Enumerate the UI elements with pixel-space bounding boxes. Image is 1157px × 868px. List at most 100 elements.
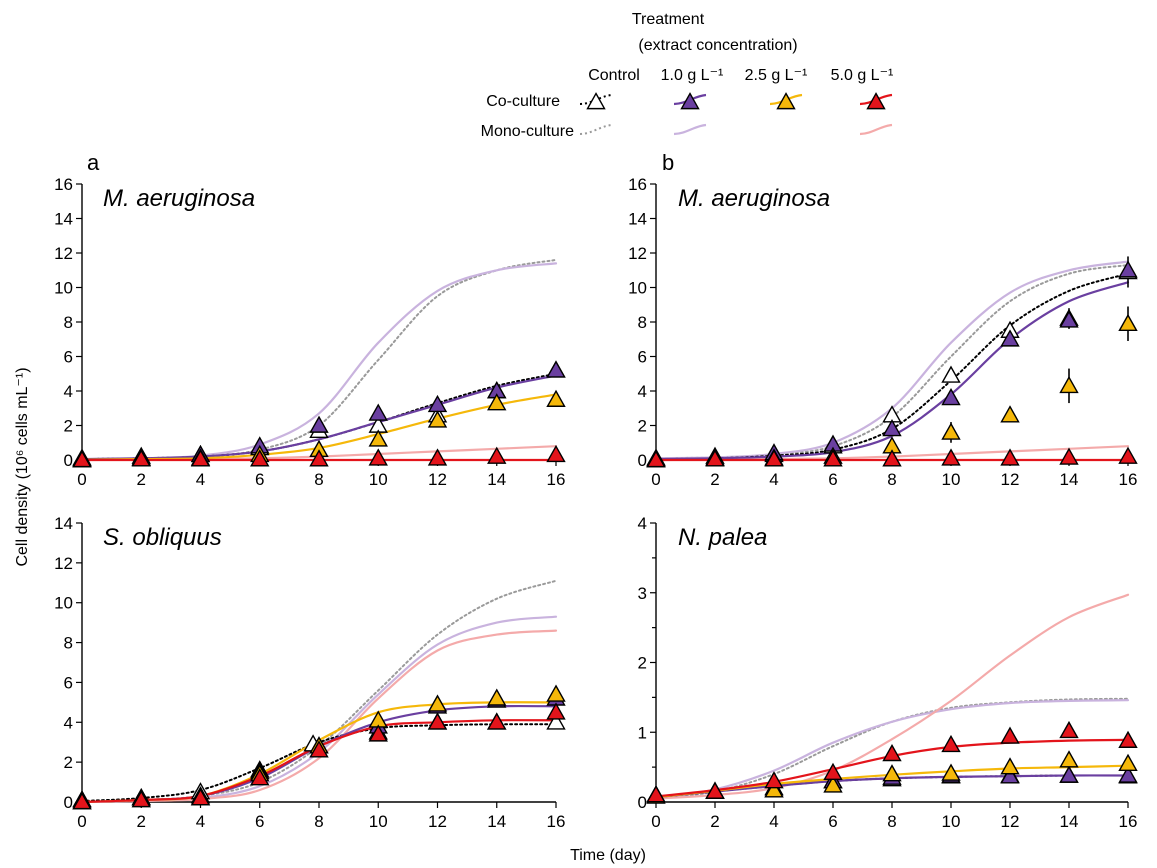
- x-tick-label: 12: [428, 470, 447, 489]
- y-tick-label: 10: [628, 279, 647, 298]
- data-point-c5: [427, 448, 448, 466]
- data-point-c1: [368, 403, 388, 421]
- data-point-c5: [882, 743, 902, 762]
- data-point-c5: [941, 734, 961, 753]
- data-point-c25: [1059, 750, 1079, 768]
- x-axis-label: Time (day): [570, 847, 646, 864]
- x-tick-label: 16: [1119, 470, 1138, 489]
- x-tick-label: 0: [651, 470, 660, 489]
- data-point-c5: [487, 446, 507, 464]
- legend-title-line2: (extract concentration): [638, 37, 797, 54]
- x-tick-label: 2: [137, 470, 146, 489]
- x-tick-label: 6: [255, 812, 264, 831]
- y-tick-label: 14: [628, 210, 647, 229]
- data-point-c1: [1118, 260, 1138, 278]
- y-tick-label: 10: [54, 594, 73, 613]
- data-point-c1: [1000, 329, 1020, 347]
- panel-s-obliquus: S. obliquus 0 2 4 6 8 10 12 14 0 2 4 6 8 10 12 14 16: [54, 514, 566, 831]
- x-tick-label: 10: [369, 812, 388, 831]
- x-tick-label: 10: [942, 812, 961, 831]
- data-point-c5: [1000, 448, 1020, 466]
- x-tick-label: 12: [428, 812, 447, 831]
- panel-b-m-aeruginosa: M. aeruginosa 0 2 4 6 8 10 12 14 16 0 2 4 6 8 10 12 14 16: [628, 175, 1138, 489]
- legend: Treatment (extract concentration) Contro…: [481, 11, 894, 140]
- data-point-c1: [1118, 765, 1138, 783]
- data-point-c5: [72, 792, 92, 810]
- x-tick-label: 8: [314, 470, 323, 489]
- x-tick-label: 0: [651, 812, 660, 831]
- data-point-c25: [368, 429, 388, 447]
- x-tick-label: 0: [77, 470, 86, 489]
- data-point-control: [546, 712, 566, 730]
- data-point-c25: [546, 684, 566, 702]
- data-point-c5: [427, 712, 448, 730]
- y-tick-label: 8: [638, 313, 647, 332]
- legend-marker-c5: [866, 92, 886, 110]
- data-point-c25: [487, 688, 507, 706]
- data-point-c5: [646, 450, 666, 468]
- y-tick-label: 4: [638, 382, 647, 401]
- data-point-c5: [309, 740, 329, 758]
- data-point-c5: [190, 788, 211, 806]
- data-point-c25: [1000, 757, 1020, 775]
- species-label: M. aeruginosa: [103, 185, 255, 212]
- curve-control-mono: [655, 264, 1129, 460]
- x-tick-label: 10: [942, 470, 961, 489]
- x-tick-label: 6: [255, 470, 264, 489]
- legend-row-coculture: Co-culture: [486, 93, 560, 110]
- data-point-c5: [131, 790, 151, 808]
- y-tick-label: 14: [54, 514, 73, 533]
- data-point-c5: [705, 781, 725, 799]
- y-tick-label: 2: [638, 417, 647, 436]
- x-tick-label: 16: [547, 812, 566, 831]
- data-point-c5: [1118, 730, 1138, 748]
- x-tick-label: 2: [137, 812, 146, 831]
- data-point-c5: [309, 449, 329, 467]
- legend-line-c5-mono: [859, 123, 893, 136]
- data-point-c25: [941, 763, 961, 781]
- curve-c1-mono: [80, 615, 558, 804]
- y-tick-label: 2: [64, 753, 73, 772]
- y-tick-label: 2: [638, 654, 647, 673]
- data-point-c1: [546, 360, 566, 378]
- data-point-c5: [131, 449, 151, 467]
- legend-col-control: Control: [588, 67, 640, 84]
- legend-line-control-mono: [579, 124, 613, 135]
- data-point-c1: [309, 415, 329, 433]
- species-label: N. palea: [678, 524, 767, 551]
- y-tick-label: 0: [638, 451, 647, 470]
- curve-control-mono: [81, 258, 557, 461]
- y-tick-label: 12: [54, 244, 73, 263]
- data-point-c5: [368, 448, 388, 466]
- data-point-c5: [941, 448, 961, 466]
- y-tick-label: 2: [64, 417, 73, 436]
- legend-col-5-0: 5.0 g L⁻¹: [831, 67, 894, 84]
- data-point-c5: [1059, 447, 1079, 465]
- data-point-c5: [764, 449, 784, 467]
- data-point-c25: [487, 393, 507, 411]
- data-point-c25: [1118, 313, 1138, 332]
- y-tick-label: 4: [638, 514, 647, 533]
- legend-marker-control: [586, 92, 606, 110]
- data-point-c5: [368, 724, 388, 742]
- y-axis-label: Cell density (10⁶ cells mL⁻¹): [14, 367, 31, 566]
- data-point-c25: [764, 780, 784, 798]
- x-tick-label: 16: [547, 470, 566, 489]
- data-point-c5: [1118, 446, 1138, 464]
- curve-c5-mono: [80, 629, 558, 804]
- data-point-c5: [190, 449, 211, 467]
- y-tick-label: 0: [64, 793, 73, 812]
- x-tick-label: 16: [1119, 812, 1138, 831]
- curve-c5-mono: [654, 593, 1130, 800]
- x-tick-label: 8: [314, 812, 323, 831]
- y-tick-label: 1: [638, 723, 647, 742]
- panel-letter-b: b: [662, 150, 674, 175]
- y-tick-label: 0: [64, 451, 73, 470]
- data-point-c25: [941, 422, 961, 440]
- species-label: S. obliquus: [103, 524, 222, 551]
- y-tick-label: 16: [54, 175, 73, 194]
- x-tick-label: 14: [1060, 470, 1079, 489]
- data-point-c5: [823, 449, 843, 467]
